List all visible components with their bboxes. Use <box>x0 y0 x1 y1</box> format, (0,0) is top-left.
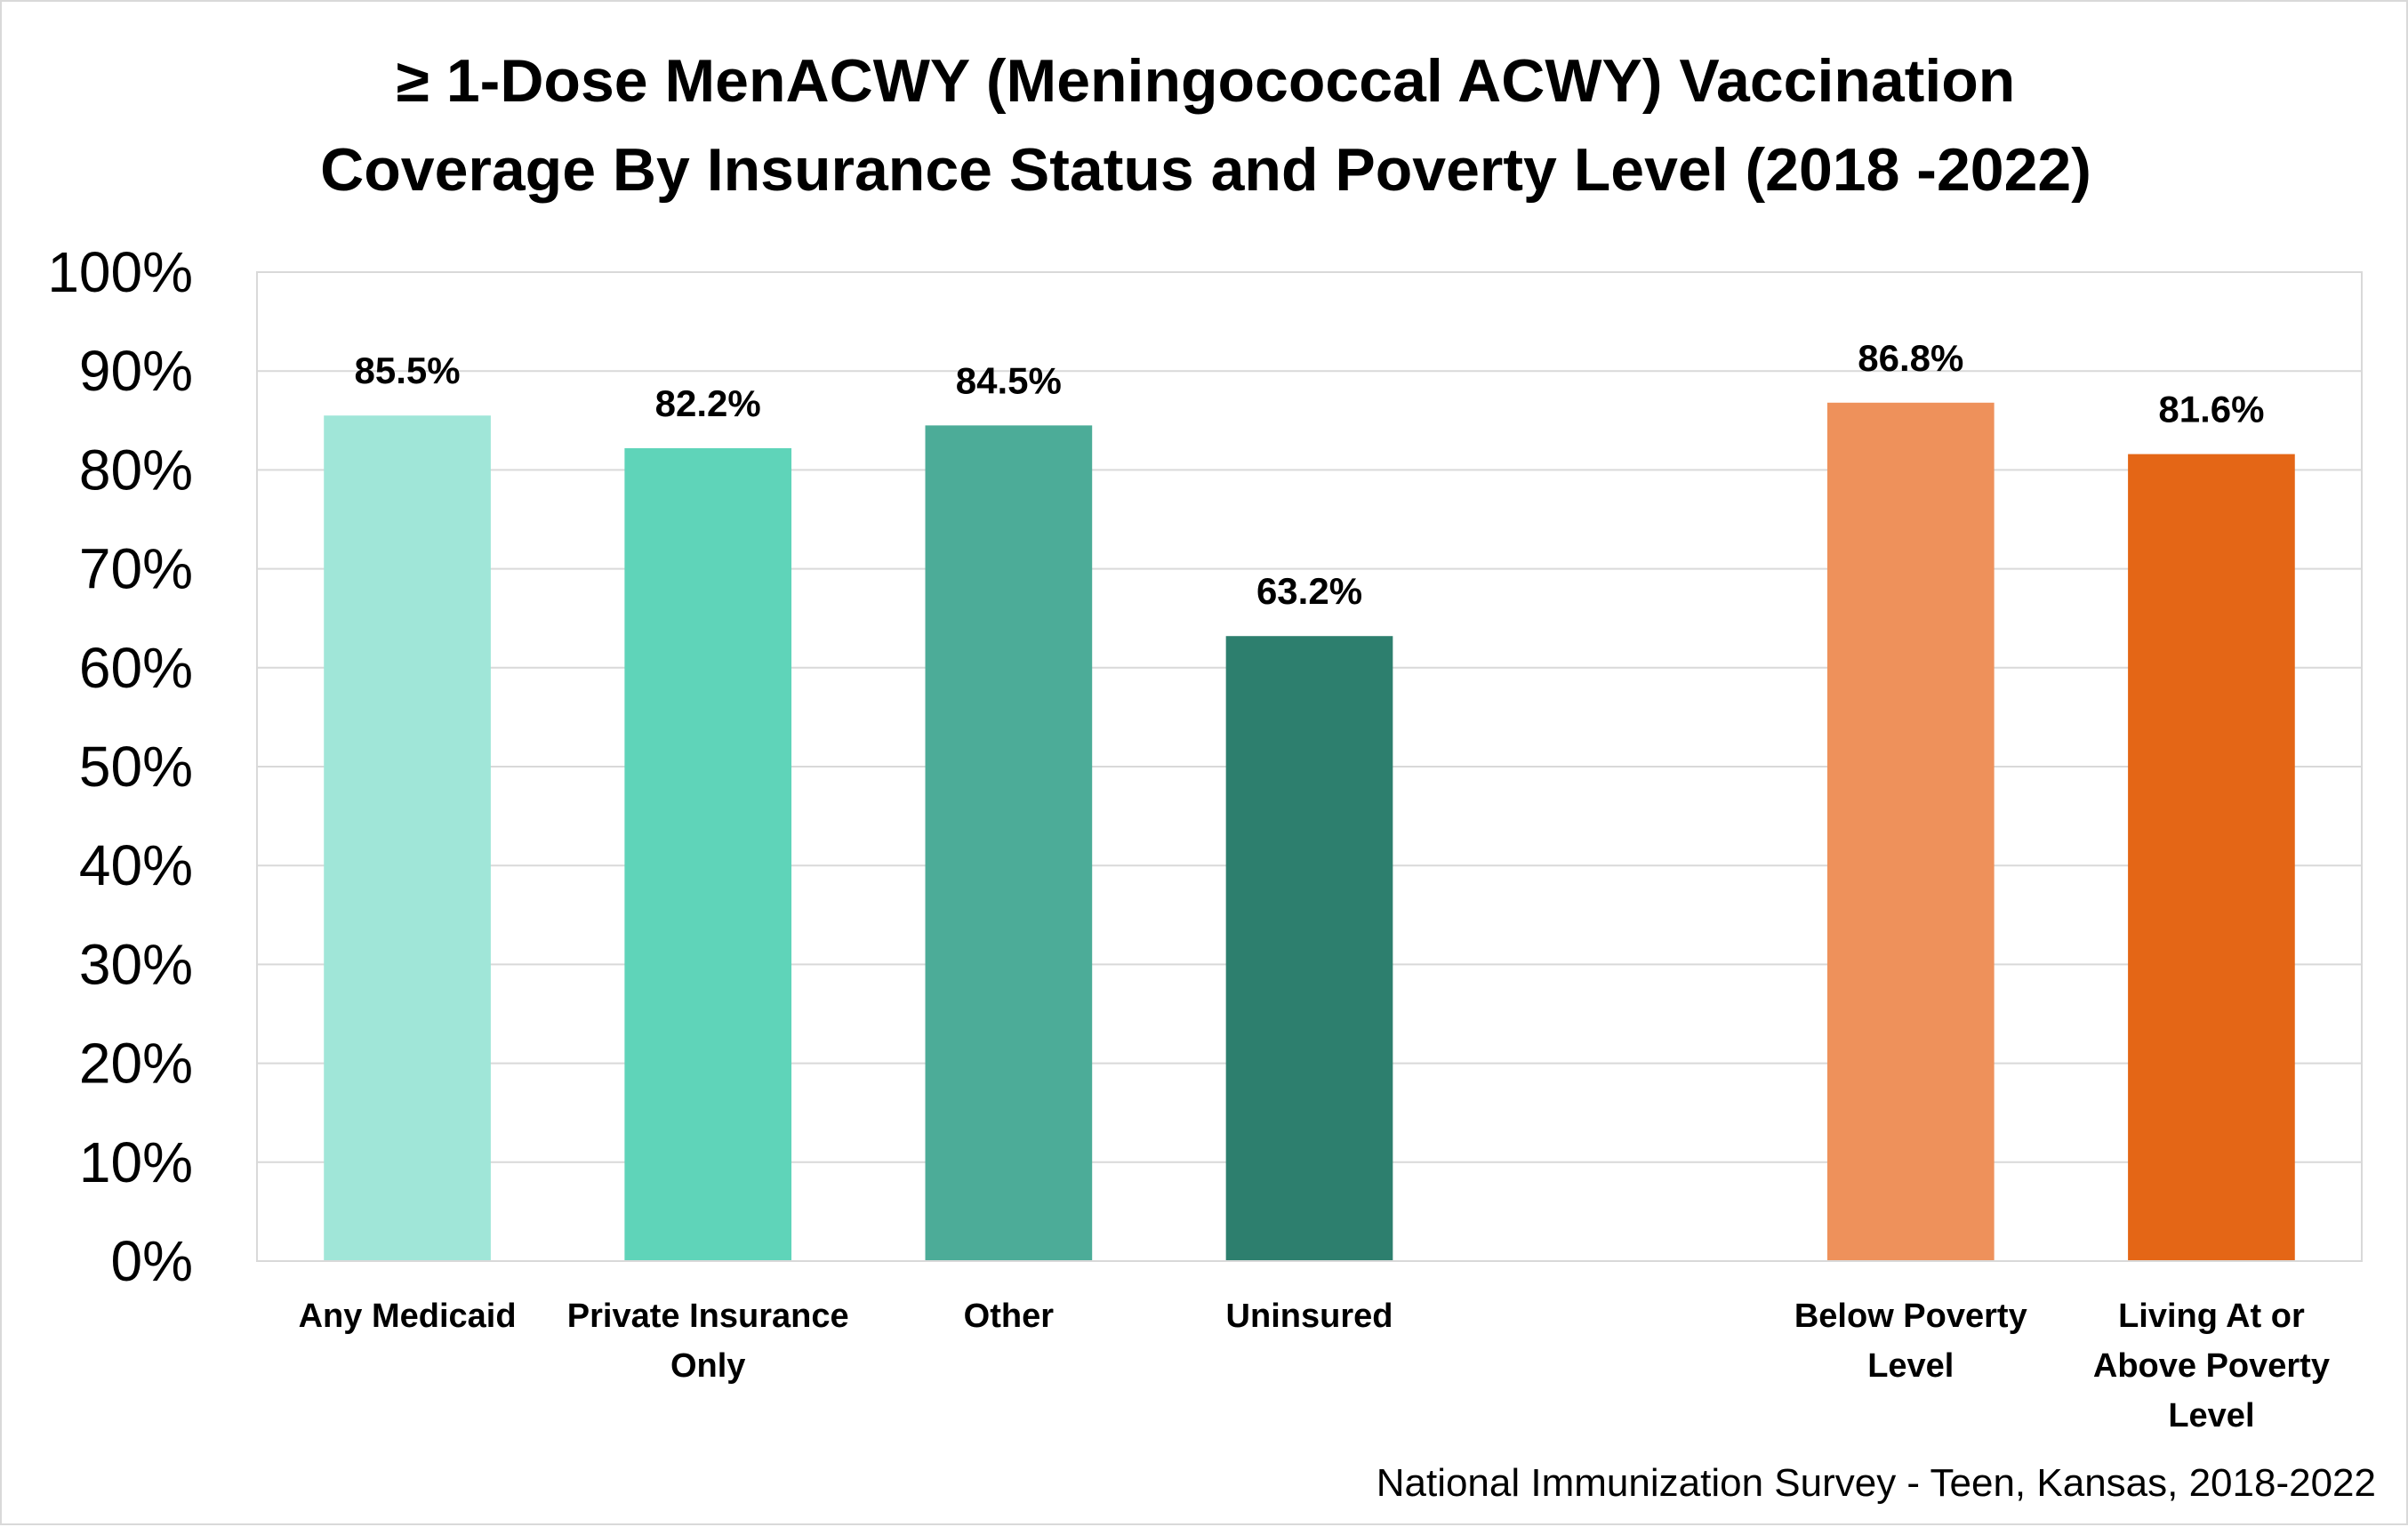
x-category-label: Below Poverty <box>1794 1298 2027 1335</box>
bars <box>324 402 2295 1261</box>
plot-area-border <box>256 271 2363 1262</box>
y-tick-label: 40% <box>79 833 193 897</box>
y-tick-label: 100% <box>47 240 193 304</box>
data-label: 82.2% <box>655 382 761 424</box>
data-label: 86.8% <box>1858 337 1963 379</box>
x-category-label: Only <box>670 1347 745 1385</box>
y-tick-label: 10% <box>79 1130 193 1194</box>
x-category-label: Level <box>1867 1347 1954 1385</box>
bar <box>1225 636 1393 1261</box>
data-label: 84.5% <box>956 359 1062 401</box>
x-category-label: Any Medicaid <box>299 1298 517 1335</box>
x-category-label: Level <box>2168 1397 2254 1435</box>
chart-title-line-2: Coverage By Insurance Status and Poverty… <box>320 136 2091 204</box>
y-tick-label: 0% <box>111 1229 194 1293</box>
y-tick-label: 30% <box>79 932 193 996</box>
x-category-label: Private Insurance <box>567 1298 849 1335</box>
y-tick-label: 80% <box>79 438 193 502</box>
data-label: 81.6% <box>2158 389 2264 430</box>
y-tick-label: 70% <box>79 537 193 601</box>
source-note: National Immunization Survey - Teen, Kan… <box>1377 1461 2376 1505</box>
bar <box>925 425 1093 1261</box>
data-label: 85.5% <box>355 350 461 391</box>
y-tick-label: 90% <box>79 339 193 403</box>
x-category-label: Uninsured <box>1226 1298 1393 1335</box>
y-tick-label: 50% <box>79 735 193 799</box>
y-axis-tick-labels: 0% 10% 20% 30% 40% 50% 60% 70% 80% 90% 100% <box>47 240 193 1293</box>
x-category-label: Above Poverty <box>2093 1347 2330 1385</box>
data-labels: 85.5% 82.2% 84.5% 63.2% 86.8% 81.6% <box>355 337 2265 612</box>
y-tick-label: 20% <box>79 1032 193 1096</box>
data-label: 63.2% <box>1256 570 1362 612</box>
chart-title-line-1: ≥ 1-Dose MenACWY (Meningococcal ACWY) Va… <box>397 47 2016 115</box>
chart-title: ≥ 1-Dose MenACWY (Meningococcal ACWY) Va… <box>320 47 2091 204</box>
y-tick-label: 60% <box>79 636 193 700</box>
bar <box>324 415 491 1261</box>
x-category-label: Living At or <box>2118 1298 2305 1335</box>
bar <box>624 447 792 1261</box>
x-axis-category-labels: Any Medicaid Private Insurance Only Other Un… <box>299 1298 2330 1435</box>
bar <box>1826 402 1995 1261</box>
x-category-label: Other <box>964 1298 1055 1335</box>
bar <box>2128 454 2295 1261</box>
